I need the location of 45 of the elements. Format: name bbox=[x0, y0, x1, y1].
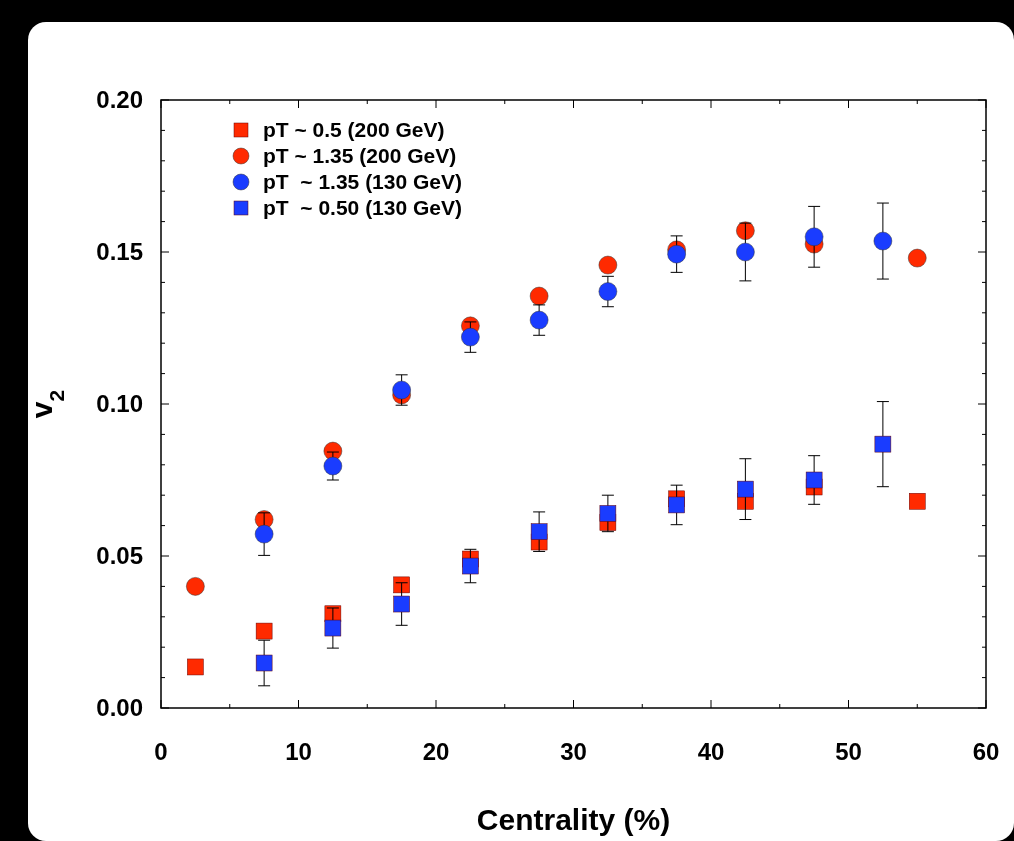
point bbox=[255, 622, 273, 640]
point bbox=[529, 286, 549, 306]
point bbox=[530, 523, 548, 540]
point bbox=[323, 456, 343, 476]
y-tick-label: 0.15 bbox=[96, 238, 143, 266]
point bbox=[529, 310, 549, 330]
point bbox=[324, 619, 342, 637]
point bbox=[599, 505, 617, 522]
x-tick-label: 50 bbox=[835, 738, 862, 765]
point bbox=[393, 595, 410, 613]
point bbox=[909, 493, 926, 510]
point bbox=[393, 576, 410, 594]
point bbox=[908, 248, 927, 268]
x-axis-title: Centrality (%) bbox=[476, 803, 671, 836]
point bbox=[598, 255, 618, 275]
legend-label: pT ~ 0.5 (200 GeV) bbox=[263, 118, 445, 142]
y-tick-label: 0.00 bbox=[96, 694, 143, 722]
point bbox=[737, 480, 754, 498]
point bbox=[668, 496, 685, 514]
point bbox=[736, 242, 755, 262]
y-tick-label: 0.05 bbox=[96, 542, 143, 570]
point bbox=[667, 244, 686, 264]
point bbox=[461, 327, 480, 347]
point bbox=[187, 658, 204, 676]
x-tick-label: 10 bbox=[285, 738, 312, 765]
point bbox=[804, 227, 824, 247]
point bbox=[254, 524, 274, 544]
y-tick-label: 0.10 bbox=[96, 390, 143, 418]
point bbox=[874, 435, 892, 453]
x-tick-label: 0 bbox=[154, 738, 168, 765]
point bbox=[186, 577, 205, 596]
legend-label: pT ~ 1.35 (200 GeV) bbox=[263, 144, 457, 168]
legend-label: pT ~ 0.50 (130 GeV) bbox=[263, 196, 463, 220]
point bbox=[805, 471, 823, 489]
point bbox=[598, 282, 618, 301]
x-tick-label: 30 bbox=[560, 738, 587, 765]
y-tick-label: 0.20 bbox=[96, 86, 143, 114]
x-tick-label: 20 bbox=[422, 738, 450, 765]
legend-label: pT ~ 1.35 (130 GeV) bbox=[263, 170, 463, 194]
point bbox=[462, 557, 479, 575]
point bbox=[255, 654, 273, 672]
point bbox=[392, 380, 411, 400]
point bbox=[873, 231, 893, 251]
x-tick-label: 60 bbox=[972, 738, 1000, 765]
x-tick-label: 40 bbox=[697, 738, 725, 765]
